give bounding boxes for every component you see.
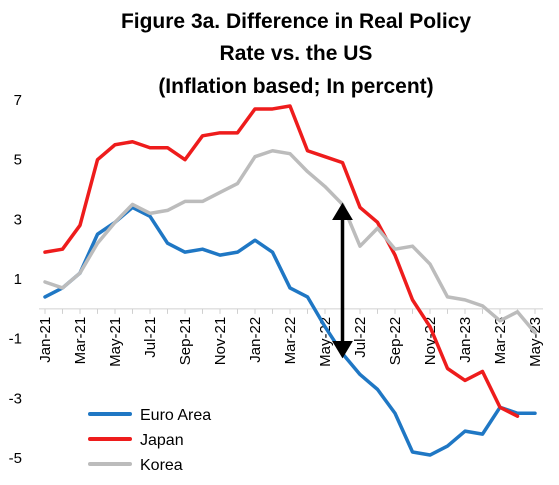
series-layer: [43, 104, 537, 457]
x-tick-label: Jan-23: [457, 317, 474, 363]
y-tick-label: 3: [14, 211, 22, 228]
series-line-japan: [43, 104, 520, 418]
x-tick-label: Sep-21: [177, 317, 194, 365]
chart-title-line-1: Figure 3a. Difference in Real Policy: [121, 10, 471, 33]
chart-title-line-3: (Inflation based; In percent): [158, 75, 433, 98]
y-tick-label: -5: [9, 450, 22, 467]
x-tick-label: Nov-21: [212, 317, 229, 365]
x-tick-label: Jul-21: [142, 317, 159, 358]
y-axis: 7 5 3 1 -1 -3 -5: [9, 92, 22, 467]
x-tick-label: Nov-22: [422, 317, 439, 365]
legend: Euro Area Japan Korea: [88, 407, 211, 474]
x-tick-label: Mar-22: [282, 317, 299, 365]
x-tick-label: Jul-22: [352, 317, 369, 358]
x-tick-label: May-22: [317, 317, 334, 367]
x-tick-label: Jan-22: [247, 317, 264, 363]
x-tick-label: Jan-21: [37, 317, 54, 363]
y-tick-label: 7: [14, 92, 22, 109]
x-tick-label: Mar-23: [492, 317, 509, 365]
x-tick-label: Sep-22: [387, 317, 404, 365]
series-line-korea: [43, 148, 537, 335]
x-tick-label: May-21: [107, 317, 124, 367]
legend-label: Japan: [140, 432, 184, 449]
y-tick-label: -1: [9, 331, 22, 348]
legend-label: Korea: [140, 457, 183, 474]
y-tick-label: 1: [14, 271, 22, 288]
x-tick-label: Mar-21: [72, 317, 89, 365]
y-tick-label: 5: [14, 152, 22, 169]
y-tick-label: -3: [9, 390, 22, 407]
legend-label: Euro Area: [140, 407, 211, 424]
x-axis: Jan-21 Mar-21 May-21 Jul-21 Sep-21 Nov-21 Jan-…: [37, 308, 544, 367]
chart-title: Figure 3a. Difference in Real Policy Rat…: [121, 10, 471, 98]
chart-title-line-2: Rate vs. the US: [220, 42, 373, 65]
